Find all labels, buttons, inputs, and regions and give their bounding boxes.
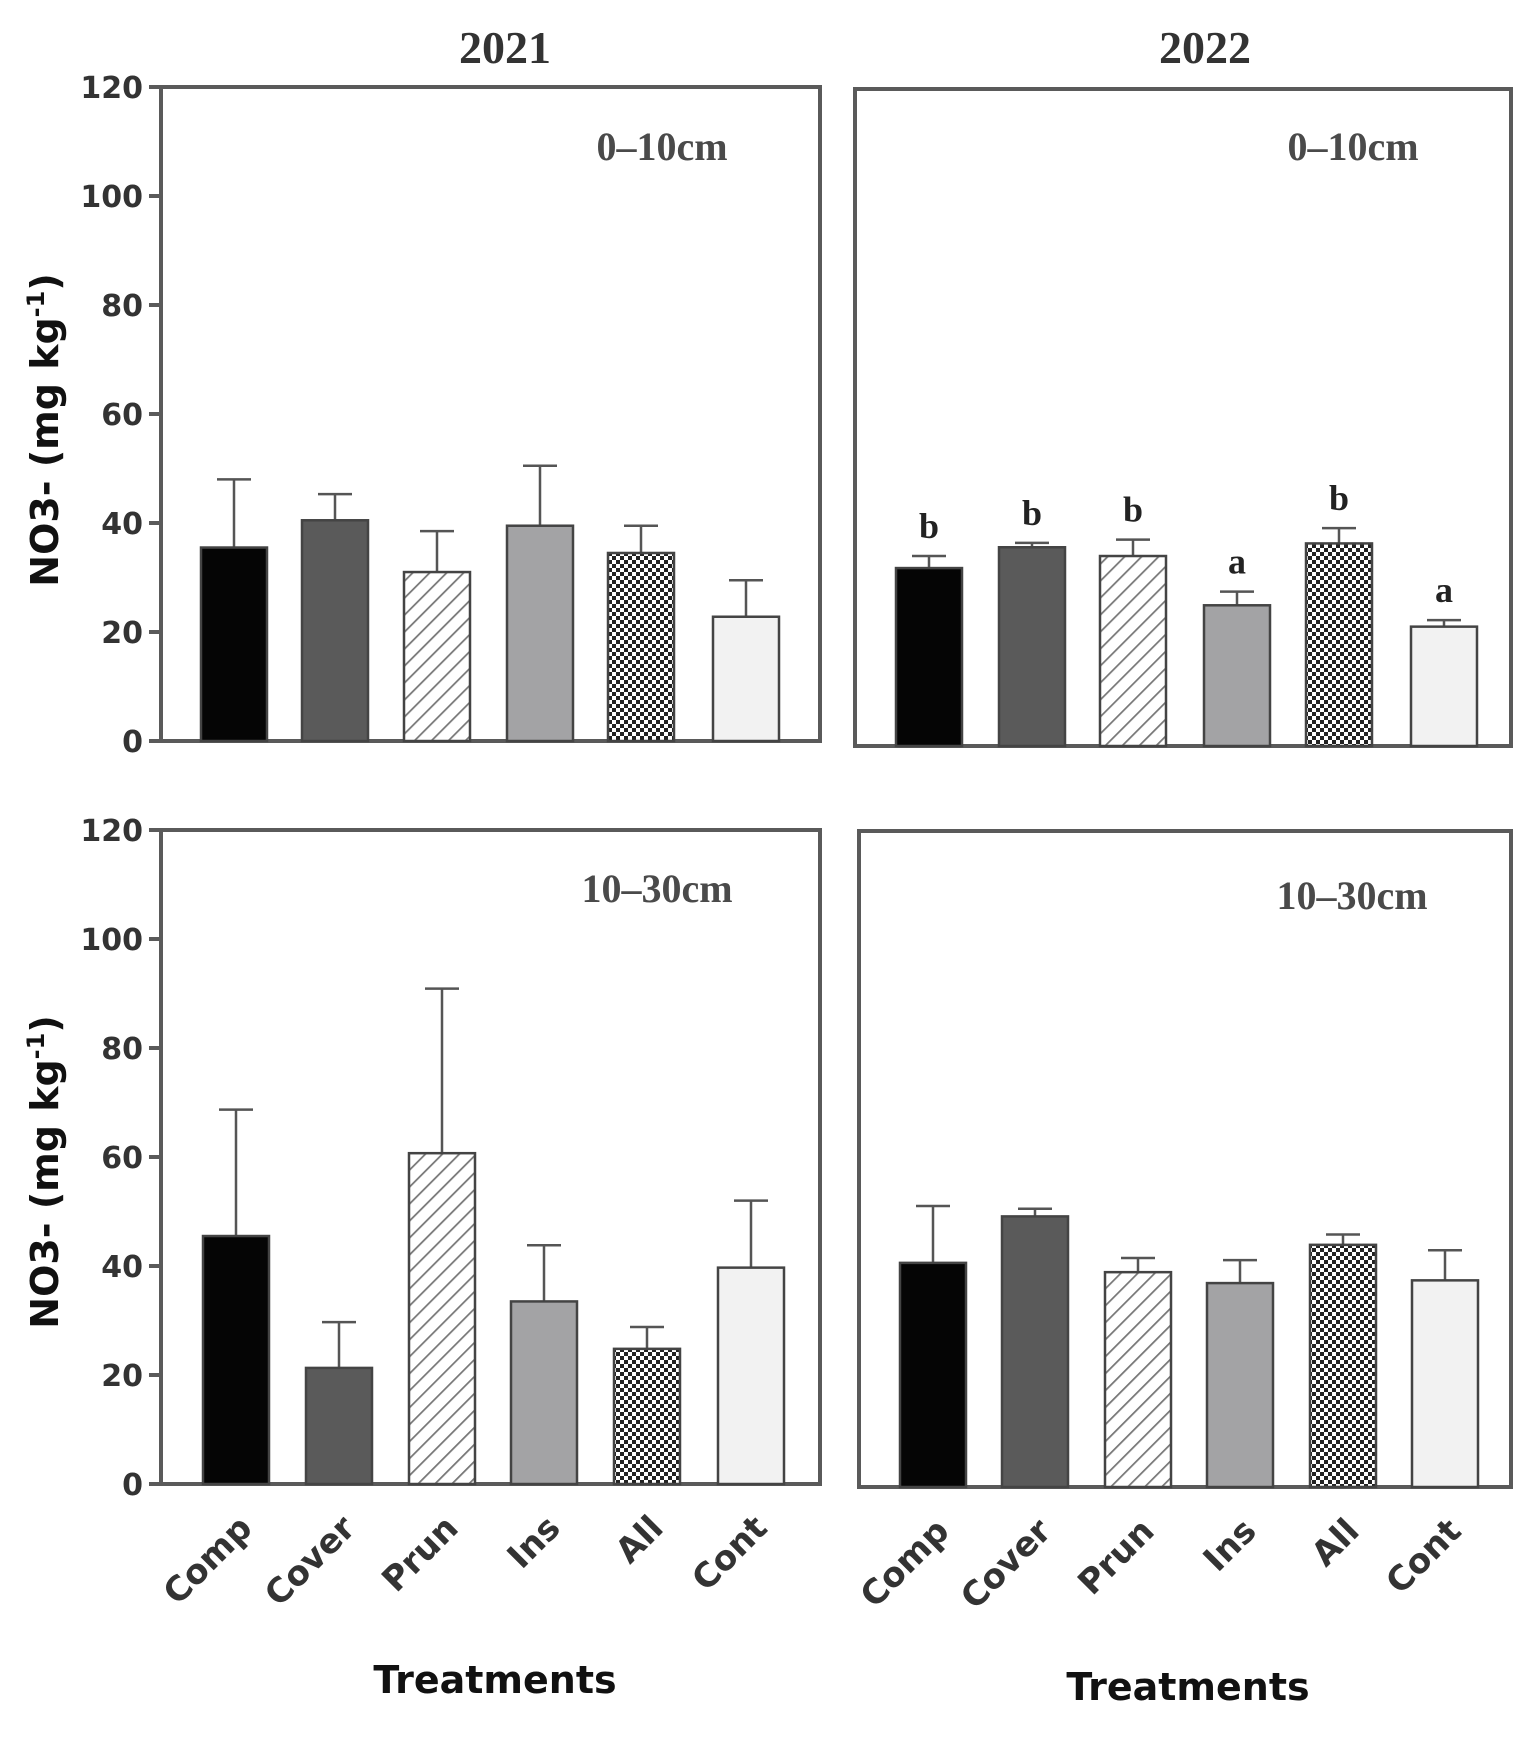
y-tick-label: 40 bbox=[101, 1250, 143, 1285]
year-title-2021: 2021 bbox=[459, 22, 551, 73]
bar-ins bbox=[505, 524, 575, 743]
bar-ins bbox=[1205, 1281, 1275, 1489]
bar-all bbox=[612, 1347, 682, 1486]
x-tick-label: Prun bbox=[374, 1508, 466, 1600]
significance-letter: b bbox=[919, 506, 939, 546]
x-axis-title-2021: Treatments bbox=[373, 1658, 616, 1702]
y-tick-label: 20 bbox=[101, 616, 143, 651]
bar-cover bbox=[997, 546, 1067, 748]
y-tick-label: 0 bbox=[122, 725, 143, 760]
bar-cover bbox=[300, 519, 370, 743]
x-tick-label: Cont bbox=[684, 1508, 775, 1599]
panel-frame-2022-top bbox=[853, 87, 1513, 748]
bar-comp bbox=[898, 1261, 968, 1489]
significance-letter: b bbox=[1329, 478, 1349, 518]
depth-label-2022-top: 0–10cm bbox=[1287, 124, 1418, 169]
bar-prun bbox=[407, 1151, 477, 1486]
bar-cont bbox=[711, 615, 781, 743]
y-tick-label: 0 bbox=[122, 1468, 143, 1503]
bar-all bbox=[1304, 542, 1374, 748]
bar-cover bbox=[1000, 1215, 1070, 1489]
y-tick-label: 100 bbox=[80, 180, 143, 215]
bar-cover bbox=[304, 1366, 374, 1486]
x-tick-label: Cover bbox=[257, 1508, 363, 1614]
x-tick-label: Cont bbox=[1378, 1511, 1469, 1602]
bar-comp bbox=[199, 546, 269, 743]
y-axis-title-bottom: NO3- (mg kg-1) bbox=[22, 1015, 67, 1328]
bar-comp bbox=[894, 566, 964, 748]
y-tick-label: 120 bbox=[80, 814, 143, 849]
x-tick-label: Ins bbox=[500, 1508, 569, 1577]
x-tick-label: Cover bbox=[953, 1511, 1059, 1617]
y-tick-label: 80 bbox=[101, 289, 143, 324]
y-tick-label: 100 bbox=[80, 923, 143, 958]
bar-comp bbox=[201, 1234, 271, 1486]
x-tick-label: All bbox=[1304, 1511, 1367, 1574]
bar-cont bbox=[1410, 1279, 1480, 1489]
bar-cont bbox=[1409, 625, 1479, 748]
depth-label-2022-bottom: 10–30cm bbox=[1276, 873, 1427, 918]
x-tick-label: Comp bbox=[853, 1511, 958, 1616]
depth-label-2021-bottom: 10–30cm bbox=[581, 866, 732, 911]
significance-letter: b bbox=[1123, 490, 1143, 530]
y-tick-label: 60 bbox=[101, 398, 143, 433]
x-tick-label: Comp bbox=[156, 1508, 261, 1613]
y-tick-label: 80 bbox=[101, 1032, 143, 1067]
bar-prun bbox=[402, 570, 472, 743]
x-tick-label: All bbox=[608, 1508, 671, 1571]
significance-letter: a bbox=[1228, 542, 1246, 582]
x-axis-title-2022: Treatments bbox=[1066, 1665, 1309, 1709]
x-tick-label: Prun bbox=[1070, 1511, 1162, 1603]
y-tick-label: 40 bbox=[101, 507, 143, 542]
depth-label-2021-top: 0–10cm bbox=[596, 124, 727, 169]
bar-ins bbox=[509, 1300, 579, 1486]
year-title-2022: 2022 bbox=[1159, 22, 1251, 73]
bar-prun bbox=[1098, 554, 1168, 748]
bar-all bbox=[606, 551, 676, 743]
y-tick-label: 60 bbox=[101, 1141, 143, 1176]
bar-all bbox=[1308, 1243, 1378, 1489]
y-axis-title-top: NO3- (mg kg-1) bbox=[22, 273, 67, 586]
x-tick-label: Ins bbox=[1196, 1511, 1265, 1580]
significance-letter: a bbox=[1435, 570, 1453, 610]
y-tick-label: 20 bbox=[101, 1359, 143, 1394]
y-tick-label: 120 bbox=[80, 71, 143, 106]
bar-prun bbox=[1103, 1270, 1173, 1489]
panel-frame-2022-bottom bbox=[857, 829, 1513, 1489]
bar-ins bbox=[1202, 604, 1272, 748]
bar-cont bbox=[716, 1266, 786, 1486]
significance-letter: b bbox=[1022, 493, 1042, 533]
